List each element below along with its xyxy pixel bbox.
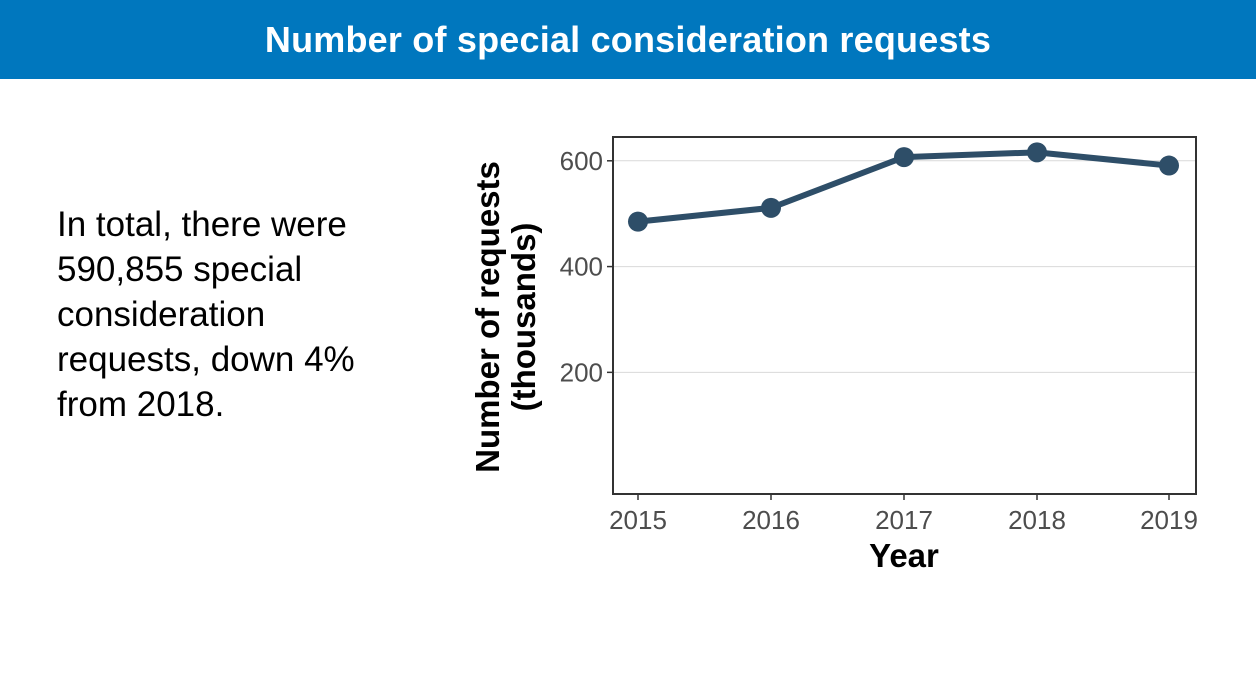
plot-border [612,136,1197,495]
data-point [761,197,781,218]
x-tick-label: 2019 [1140,505,1198,535]
summary-line: from 2018. [57,385,225,424]
x-tick-label: 2016 [742,505,800,535]
y-axis-title-line: Number of requests [469,161,506,473]
summary-text: In total, there were 590,855 special con… [57,202,407,427]
y-tick-label: 600 [560,146,603,176]
y-axis-title-line: (thousands) [505,223,542,412]
y-tick-label: 400 [560,252,603,282]
summary-line: requests, down 4% [57,340,355,379]
summary-line: consideration [57,295,266,334]
title-banner: Number of special consideration requests [0,0,1256,79]
data-point [894,147,914,168]
x-tick-label: 2015 [609,505,667,535]
data-point [628,211,648,232]
x-tick-label: 2018 [1008,505,1066,535]
summary-line: In total, there were [57,205,347,244]
x-tick-label: 2017 [875,505,933,535]
data-point [1159,155,1179,176]
data-point [1027,142,1047,163]
x-axis-title: Year [869,537,939,574]
page-title: Number of special consideration requests [264,18,992,60]
y-tick-label: 200 [560,357,603,387]
summary-line: 590,855 special [57,250,303,289]
